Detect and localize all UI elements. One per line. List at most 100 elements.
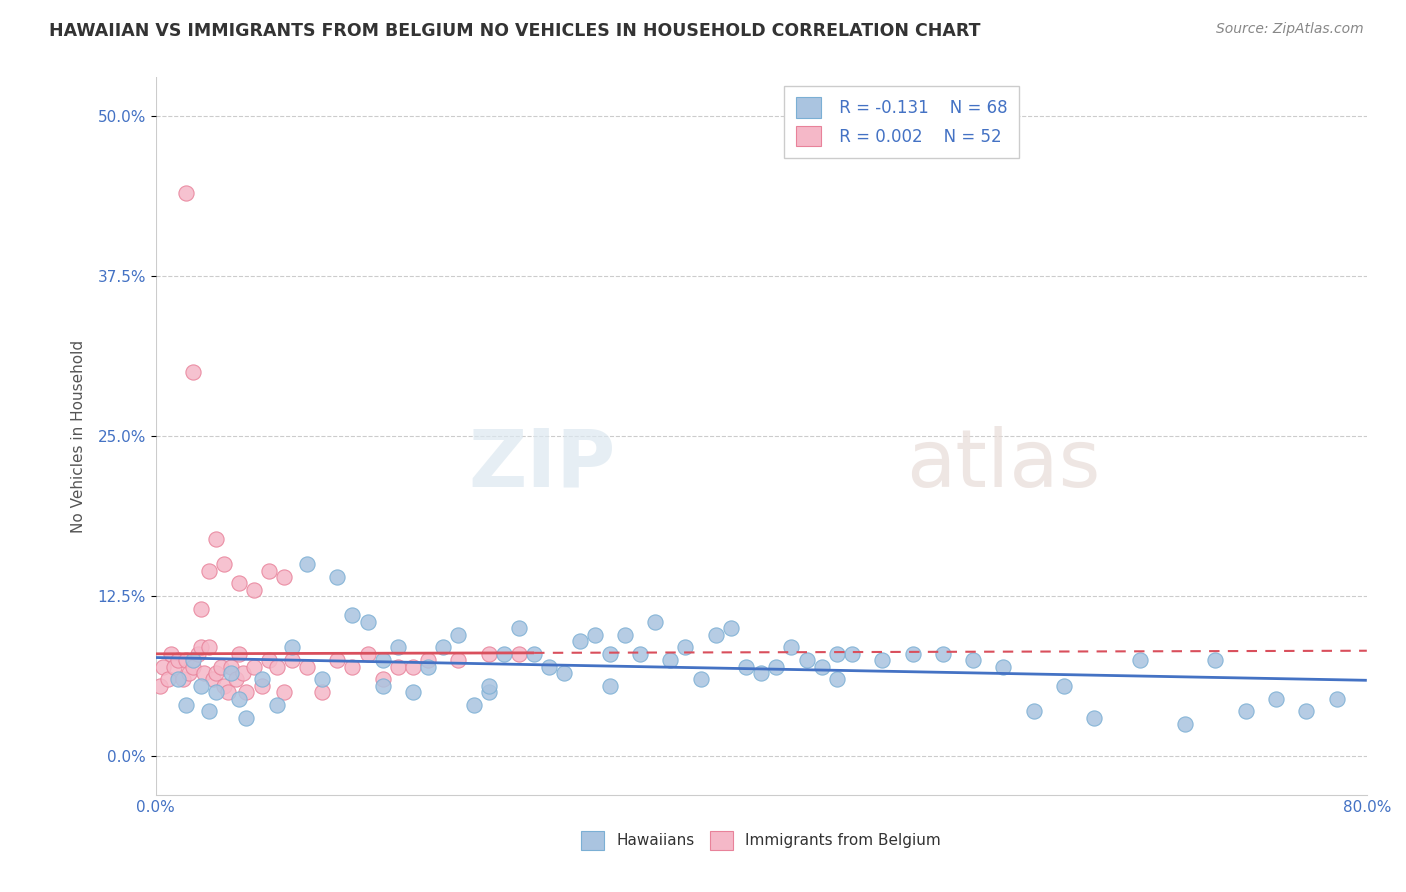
Point — [281, 653, 304, 667]
Point — [1265, 691, 1288, 706]
Point — [416, 659, 439, 673]
Point — [675, 640, 697, 655]
Point — [508, 621, 530, 635]
Point — [628, 647, 651, 661]
Point — [416, 653, 439, 667]
Point — [749, 666, 772, 681]
Point — [342, 608, 364, 623]
Point — [387, 640, 409, 655]
Point — [720, 621, 742, 635]
Point — [326, 653, 349, 667]
Point — [872, 653, 894, 667]
Point — [228, 691, 250, 706]
Point — [613, 627, 636, 641]
Point — [250, 679, 273, 693]
Point — [163, 659, 186, 673]
Point — [311, 673, 333, 687]
Point — [205, 685, 228, 699]
Point — [257, 653, 280, 667]
Point — [205, 666, 228, 681]
Point — [159, 647, 181, 661]
Point — [583, 627, 606, 641]
Point — [1129, 653, 1152, 667]
Point — [212, 557, 235, 571]
Point — [932, 647, 955, 661]
Point — [447, 627, 470, 641]
Point — [177, 666, 200, 681]
Point — [508, 647, 530, 661]
Point — [190, 679, 212, 693]
Point — [402, 659, 425, 673]
Point — [187, 647, 209, 661]
Point — [219, 666, 242, 681]
Text: Source: ZipAtlas.com: Source: ZipAtlas.com — [1216, 22, 1364, 37]
Point — [538, 659, 561, 673]
Point — [599, 679, 621, 693]
Point — [1326, 691, 1348, 706]
Point — [174, 698, 197, 712]
Point — [478, 685, 501, 699]
Point — [156, 673, 179, 687]
Point — [202, 673, 225, 687]
Point — [825, 673, 848, 687]
Point — [492, 647, 515, 661]
Point — [257, 564, 280, 578]
Point — [599, 647, 621, 661]
Point — [371, 653, 394, 667]
Point — [387, 659, 409, 673]
Point — [235, 685, 257, 699]
Point — [152, 659, 174, 673]
Point — [765, 659, 787, 673]
Point — [704, 627, 727, 641]
Point — [962, 653, 984, 667]
Point — [190, 640, 212, 655]
Point — [1234, 705, 1257, 719]
Point — [356, 615, 378, 629]
Point — [463, 698, 485, 712]
Point — [281, 640, 304, 655]
Point — [219, 659, 242, 673]
Point — [1295, 705, 1317, 719]
Point — [796, 653, 818, 667]
Point — [780, 640, 803, 655]
Point — [228, 647, 250, 661]
Point — [243, 659, 266, 673]
Point — [371, 673, 394, 687]
Text: ZIP: ZIP — [468, 425, 616, 504]
Point — [197, 564, 219, 578]
Point — [174, 653, 197, 667]
Point — [1083, 711, 1105, 725]
Point — [235, 711, 257, 725]
Point — [266, 698, 288, 712]
Point — [1022, 705, 1045, 719]
Point — [197, 705, 219, 719]
Point — [478, 647, 501, 661]
Y-axis label: No Vehicles in Household: No Vehicles in Household — [72, 340, 86, 533]
Point — [659, 653, 682, 667]
Point — [295, 659, 318, 673]
Point — [1174, 717, 1197, 731]
Point — [212, 679, 235, 693]
Point — [447, 653, 470, 667]
Point — [193, 666, 215, 681]
Text: HAWAIIAN VS IMMIGRANTS FROM BELGIUM NO VEHICLES IN HOUSEHOLD CORRELATION CHART: HAWAIIAN VS IMMIGRANTS FROM BELGIUM NO V… — [49, 22, 981, 40]
Point — [356, 647, 378, 661]
Point — [183, 653, 205, 667]
Point — [243, 582, 266, 597]
Point — [217, 685, 239, 699]
Point — [735, 659, 758, 673]
Point — [250, 673, 273, 687]
Point — [402, 685, 425, 699]
Point — [553, 666, 575, 681]
Point — [190, 602, 212, 616]
Point — [174, 186, 197, 200]
Point — [371, 679, 394, 693]
Point — [432, 640, 454, 655]
Point — [172, 673, 194, 687]
Point — [149, 679, 172, 693]
Text: atlas: atlas — [907, 425, 1101, 504]
Point — [644, 615, 666, 629]
Point — [568, 634, 591, 648]
Point — [167, 653, 190, 667]
Point — [225, 673, 247, 687]
